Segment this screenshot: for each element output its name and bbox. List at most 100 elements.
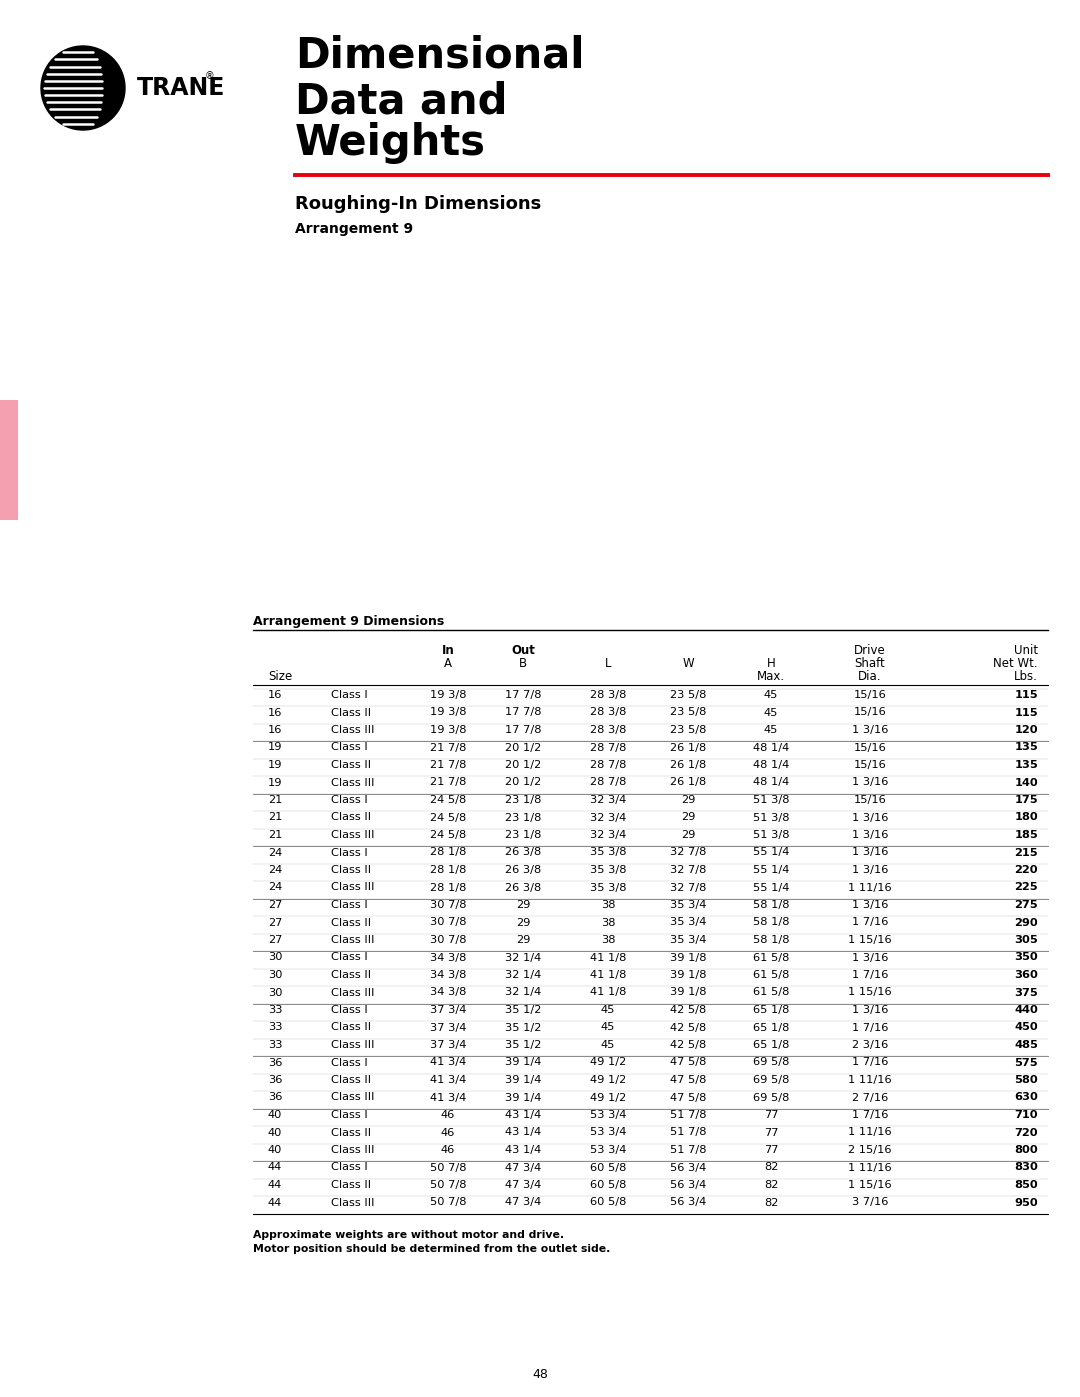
Text: 46: 46: [441, 1146, 455, 1155]
Text: 215: 215: [1014, 848, 1038, 858]
Text: 40: 40: [268, 1127, 282, 1137]
Text: Class II: Class II: [330, 865, 372, 875]
Text: Approximate weights are without motor and drive.: Approximate weights are without motor an…: [253, 1229, 564, 1239]
Text: 20 1/2: 20 1/2: [504, 760, 541, 770]
Text: 35 1/2: 35 1/2: [504, 1023, 541, 1032]
Text: 61 5/8: 61 5/8: [753, 953, 789, 963]
Text: 33: 33: [268, 1039, 283, 1051]
Text: 60 5/8: 60 5/8: [590, 1180, 626, 1190]
Text: Class I: Class I: [330, 1162, 368, 1172]
Text: 47 3/4: 47 3/4: [504, 1197, 541, 1207]
Text: 41 3/4: 41 3/4: [430, 1076, 467, 1085]
Text: 225: 225: [1014, 883, 1038, 893]
Text: 19: 19: [268, 742, 283, 753]
Text: 26 3/8: 26 3/8: [504, 848, 541, 858]
Text: 28 7/8: 28 7/8: [590, 742, 626, 753]
Text: 17 7/8: 17 7/8: [504, 707, 541, 718]
Text: 36: 36: [268, 1058, 282, 1067]
Text: 26 1/8: 26 1/8: [670, 778, 706, 788]
Text: 43 1/4: 43 1/4: [504, 1111, 541, 1120]
Text: 47 3/4: 47 3/4: [504, 1180, 541, 1190]
Text: 29: 29: [680, 830, 696, 840]
Text: Dimensional: Dimensional: [295, 35, 584, 77]
Text: 19: 19: [268, 778, 283, 788]
Text: Arrangement 9: Arrangement 9: [295, 222, 414, 236]
Text: Drive: Drive: [854, 644, 886, 657]
Text: 29: 29: [516, 900, 530, 909]
Text: 26 1/8: 26 1/8: [670, 742, 706, 753]
Text: 1 7/16: 1 7/16: [852, 918, 888, 928]
Text: 16: 16: [268, 707, 282, 718]
Text: Dia.: Dia.: [859, 671, 881, 683]
Text: 1 11/16: 1 11/16: [848, 1076, 892, 1085]
Text: 50 7/8: 50 7/8: [430, 1197, 467, 1207]
Text: 69 5/8: 69 5/8: [753, 1058, 789, 1067]
Text: 720: 720: [1014, 1127, 1038, 1137]
Text: 17 7/8: 17 7/8: [504, 725, 541, 735]
Text: 45: 45: [600, 1039, 616, 1051]
Text: 77: 77: [764, 1127, 779, 1137]
Text: 32 3/4: 32 3/4: [590, 813, 626, 823]
Text: 48 1/4: 48 1/4: [753, 760, 789, 770]
Text: Data and: Data and: [295, 80, 508, 122]
Text: A: A: [444, 657, 453, 671]
Text: Class I: Class I: [330, 742, 368, 753]
Text: 23 1/8: 23 1/8: [504, 813, 541, 823]
Text: 65 1/8: 65 1/8: [753, 1039, 789, 1051]
Text: 50 7/8: 50 7/8: [430, 1180, 467, 1190]
Text: 29: 29: [516, 935, 530, 944]
Text: 41 1/8: 41 1/8: [590, 953, 626, 963]
Text: Class III: Class III: [330, 1197, 375, 1207]
Text: 580: 580: [1014, 1076, 1038, 1085]
Text: 1 15/16: 1 15/16: [848, 1180, 892, 1190]
Text: 56 3/4: 56 3/4: [670, 1180, 706, 1190]
Text: In: In: [442, 644, 455, 657]
Text: 51 7/8: 51 7/8: [670, 1111, 706, 1120]
Text: 45: 45: [764, 690, 779, 700]
Bar: [0, 400, 18, 520]
Text: 305: 305: [1014, 935, 1038, 944]
Text: 49 1/2: 49 1/2: [590, 1092, 626, 1102]
Text: 28 1/8: 28 1/8: [430, 865, 467, 875]
Text: 15/16: 15/16: [853, 795, 887, 805]
Text: 56 3/4: 56 3/4: [670, 1162, 706, 1172]
Text: 53 3/4: 53 3/4: [590, 1111, 626, 1120]
Text: 44: 44: [268, 1197, 282, 1207]
Text: 275: 275: [1014, 900, 1038, 909]
Text: Net Wt.: Net Wt.: [994, 657, 1038, 671]
Text: 1 15/16: 1 15/16: [848, 988, 892, 997]
Text: 55 1/4: 55 1/4: [753, 883, 789, 893]
Text: 47 3/4: 47 3/4: [504, 1162, 541, 1172]
Text: 1 3/16: 1 3/16: [852, 900, 888, 909]
Text: 16: 16: [268, 690, 282, 700]
Text: 32 3/4: 32 3/4: [590, 830, 626, 840]
Text: 49 1/2: 49 1/2: [590, 1076, 626, 1085]
Text: 830: 830: [1014, 1162, 1038, 1172]
Text: 135: 135: [1014, 760, 1038, 770]
Text: 21 7/8: 21 7/8: [430, 742, 467, 753]
Text: Class III: Class III: [330, 935, 375, 944]
Text: 19 3/8: 19 3/8: [430, 725, 467, 735]
Text: 55 1/4: 55 1/4: [753, 865, 789, 875]
Text: B: B: [518, 657, 527, 671]
Text: 35 1/2: 35 1/2: [504, 1039, 541, 1051]
Text: 29: 29: [516, 918, 530, 928]
Text: 2 7/16: 2 7/16: [852, 1092, 888, 1102]
Text: 28 7/8: 28 7/8: [590, 760, 626, 770]
Text: 40: 40: [268, 1111, 282, 1120]
Text: 41 3/4: 41 3/4: [430, 1058, 467, 1067]
Text: 23 5/8: 23 5/8: [670, 725, 706, 735]
Text: 34 3/8: 34 3/8: [430, 970, 467, 981]
Text: 32 1/4: 32 1/4: [504, 970, 541, 981]
Text: Class II: Class II: [330, 1127, 372, 1137]
Text: 115: 115: [1014, 690, 1038, 700]
Text: 28 7/8: 28 7/8: [590, 778, 626, 788]
Text: 55 1/4: 55 1/4: [753, 848, 789, 858]
Text: 49 1/2: 49 1/2: [590, 1058, 626, 1067]
Text: 185: 185: [1014, 830, 1038, 840]
Text: 2 3/16: 2 3/16: [852, 1039, 888, 1051]
Text: 61 5/8: 61 5/8: [753, 970, 789, 981]
Text: 21 7/8: 21 7/8: [430, 760, 467, 770]
Text: 26 3/8: 26 3/8: [504, 883, 541, 893]
Text: 1 15/16: 1 15/16: [848, 935, 892, 944]
